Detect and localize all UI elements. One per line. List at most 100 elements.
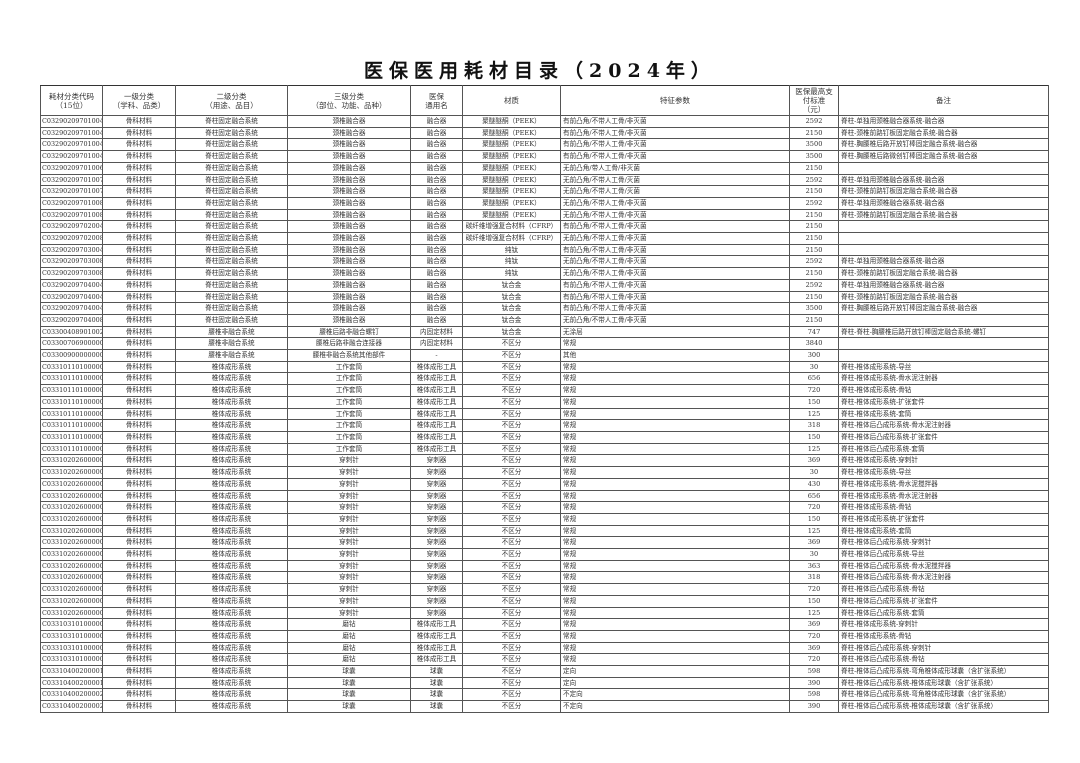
cell-level3: 颈椎融合器 xyxy=(287,302,411,315)
catalog-table: 耗材分类代码 （15位） 一级分类 （学科、品类） 二级分类 （用途、品目） 三级分类… xyxy=(40,85,1049,713)
cell-remarks: 脊柱-椎体后凸成形系统-套筒 xyxy=(838,442,1049,456)
cell-material: 不区分 xyxy=(462,395,561,409)
cell-level2: 椎体成形系统 xyxy=(175,641,288,655)
cell-material: 聚醚醚酮（PEEK） xyxy=(462,138,561,152)
cell-level2: 椎体成形系统 xyxy=(175,384,288,397)
cell-remarks: 脊柱-椎体后凸成形系统-扩张套件 xyxy=(838,594,1049,608)
cell-max-payment: 656 xyxy=(789,372,839,386)
cell-generic-name: 穿刺器 xyxy=(410,583,463,596)
cell-code: C03310202600000 xyxy=(40,501,103,514)
cell-level1: 骨科材料 xyxy=(102,150,176,163)
table-row: C03310202600000 骨科材料 椎体成形系统 穿刺针 穿刺器 不区分 常规 150 脊… xyxy=(40,594,1049,608)
table-row: C03310310100000 骨科材料 椎体成形系统 磨钻 椎体成形工具 不区分 常规 72… xyxy=(40,629,1049,643)
table-row: C03290209704004 骨科材料 脊柱固定融合系统 颈椎融合器 融合器 钛合金 有前… xyxy=(40,278,1049,292)
cell-generic-name: 融合器 xyxy=(410,302,463,315)
cell-remarks: 脊柱-单独用颈椎融合器系统-融合器 xyxy=(838,196,1049,210)
cell-level2: 脊柱固定融合系统 xyxy=(175,208,288,222)
cell-level3: 颈椎融合器 xyxy=(287,150,411,163)
cell-level2: 椎体成形系统 xyxy=(175,548,288,561)
cell-level3: 穿刺针 xyxy=(287,594,411,608)
cell-generic-name: 椎体成形工具 xyxy=(410,641,463,655)
cell-remarks: 脊柱-椎体后凸成形系统-骨水泥搅拌器 xyxy=(838,559,1049,573)
cell-material: 碳纤维增强复合材料（CFRP） xyxy=(462,220,561,234)
cell-generic-name: 球囊 xyxy=(410,700,463,713)
table-row: C03310400200001 骨科材料 椎体成形系统 球囊 球囊 不区分 定向 390 脊柱-… xyxy=(40,676,1049,690)
cell-generic-name: 穿刺器 xyxy=(410,454,463,468)
cell-material: 不区分 xyxy=(462,688,561,702)
cell-remarks xyxy=(838,313,1049,327)
cell-remarks: 脊柱-椎体成形系统-骨钻 xyxy=(838,501,1049,514)
cell-max-payment: 2150 xyxy=(789,243,839,257)
table-row: C03310400200002 骨科材料 椎体成形系统 球囊 球囊 不区分 不定向 598 脊柱… xyxy=(40,688,1049,702)
cell-max-payment: 2150 xyxy=(789,313,839,327)
cell-level1: 骨科材料 xyxy=(102,653,176,667)
cell-level2: 腰椎非融合系统 xyxy=(175,337,288,351)
table-row: C03290209704008 骨科材料 脊柱固定融合系统 颈椎融合器 融合器 钛合金 无前… xyxy=(40,313,1049,327)
cell-features: 常规 xyxy=(560,653,790,667)
cell-features: 无前凸角/不带人工骨/非灭菌 xyxy=(560,313,790,327)
cell-material: 不区分 xyxy=(462,536,561,550)
cell-level2: 椎体成形系统 xyxy=(175,606,288,620)
cell-material: 聚醚醚酮（PEEK） xyxy=(462,196,561,210)
cell-max-payment: 430 xyxy=(789,477,839,491)
cell-remarks: 脊柱-椎体后凸成形系统-椎体成形球囊（含扩张系统） xyxy=(838,676,1049,690)
cell-remarks: 脊柱-椎体后凸成形系统-骨水泥注射器 xyxy=(838,419,1049,432)
cell-level3: 颈椎融合器 xyxy=(287,173,411,187)
cell-level3: 颈椎融合器 xyxy=(287,255,411,269)
cell-level1: 骨科材料 xyxy=(102,536,176,550)
cell-level2: 椎体成形系统 xyxy=(175,512,288,526)
cell-level3: 工作套筒 xyxy=(287,372,411,386)
cell-generic-name: 融合器 xyxy=(410,173,463,187)
cell-max-payment: 150 xyxy=(789,594,839,608)
table-body: C03290209701004 骨科材料 脊柱固定融合系统 颈椎融合器 融合器 聚醚醚酮（… xyxy=(40,115,1049,713)
cell-level3: 工作套筒 xyxy=(287,419,411,432)
cell-level1: 骨科材料 xyxy=(102,606,176,620)
table-row: C03310310100000 骨科材料 椎体成形系统 磨钻 椎体成形工具 不区分 常规 72… xyxy=(40,653,1049,667)
cell-material: 不区分 xyxy=(462,337,561,351)
cell-code: C03300900000000 xyxy=(40,349,103,362)
cell-level1: 骨科材料 xyxy=(102,594,176,608)
cell-generic-name: 融合器 xyxy=(410,185,463,198)
cell-level1: 骨科材料 xyxy=(102,512,176,526)
cell-max-payment: 2150 xyxy=(789,267,839,280)
cell-material: 不区分 xyxy=(462,477,561,491)
cell-remarks: 脊柱-椎体成形系统-导丝 xyxy=(838,466,1049,479)
cell-features: 常规 xyxy=(560,594,790,608)
cell-features: 其他 xyxy=(560,349,790,362)
cell-material: 聚醚醚酮（PEEK） xyxy=(462,126,561,140)
cell-code: C03310110100000 xyxy=(40,372,103,386)
cell-level1: 骨科材料 xyxy=(102,372,176,386)
cell-level3: 穿刺针 xyxy=(287,512,411,526)
cell-level2: 椎体成形系统 xyxy=(175,688,288,702)
cell-code: C03290209704004 xyxy=(40,290,103,304)
cell-remarks: 脊柱-胸腰椎后路开放钉棒固定融合系统-融合器 xyxy=(838,138,1049,152)
cell-code: C03310202600000 xyxy=(40,594,103,608)
cell-code: C03310110100000 xyxy=(40,395,103,409)
cell-level2: 椎体成形系统 xyxy=(175,524,288,538)
cell-level3: 颈椎融合器 xyxy=(287,220,411,234)
cell-level2: 腰椎非融合系统 xyxy=(175,325,288,339)
cell-level3: 穿刺针 xyxy=(287,489,411,503)
cell-material: 不区分 xyxy=(462,489,561,503)
cell-code: C03300706900000 xyxy=(40,337,103,351)
cell-material: 聚醚醚酮（PEEK） xyxy=(462,185,561,198)
cell-level2: 脊柱固定融合系统 xyxy=(175,290,288,304)
cell-level1: 骨科材料 xyxy=(102,325,176,339)
cell-features: 常规 xyxy=(560,466,790,479)
cell-level3: 颈椎融合器 xyxy=(287,185,411,198)
cell-max-payment: 720 xyxy=(789,501,839,514)
cell-code: C03290209704008 xyxy=(40,313,103,327)
cell-level3: 穿刺针 xyxy=(287,583,411,596)
cell-level2: 脊柱固定融合系统 xyxy=(175,243,288,257)
cell-features: 常规 xyxy=(560,548,790,561)
cell-max-payment: 720 xyxy=(789,653,839,667)
table-row: C03310202600000 骨科材料 椎体成形系统 穿刺针 穿刺器 不区分 常规 369 脊… xyxy=(40,536,1049,550)
cell-level3: 工作套筒 xyxy=(287,384,411,397)
cell-generic-name: 融合器 xyxy=(410,243,463,257)
cell-material: 纯钛 xyxy=(462,255,561,269)
cell-generic-name: 融合器 xyxy=(410,208,463,222)
cell-code: C03310202600000 xyxy=(40,548,103,561)
cell-level1: 骨科材料 xyxy=(102,278,176,292)
cell-material: 不区分 xyxy=(462,618,561,631)
table-row: C03300900000000 骨科材料 腰椎非融合系统 腰椎非融合系统其他部件 - 不区… xyxy=(40,349,1049,362)
